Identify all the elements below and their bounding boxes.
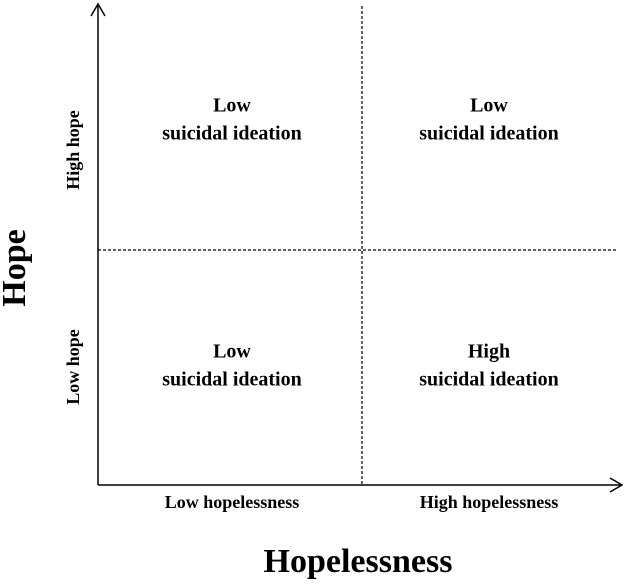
y-arrow xyxy=(90,2,106,17)
quadrant-text: suicidal ideation xyxy=(419,369,558,391)
quadrant-text: suicidal ideation xyxy=(162,123,301,145)
quadrant-text: Low xyxy=(213,95,251,117)
y-axis-label: Hope xyxy=(0,229,33,306)
y-category: High hope xyxy=(63,110,83,190)
quadrant-text: suicidal ideation xyxy=(419,123,558,145)
quadrant-text: Low xyxy=(470,95,508,117)
y-category: Low hope xyxy=(63,329,83,405)
quadrant-text: High xyxy=(468,341,510,363)
quadrant-text: Low xyxy=(213,341,251,363)
x-category: High hopelessness xyxy=(420,492,559,512)
x-arrow xyxy=(609,477,624,493)
x-axis-label: Hopelessness xyxy=(264,543,453,580)
quadrant-text: suicidal ideation xyxy=(162,369,301,391)
x-category: Low hopelessness xyxy=(165,492,300,512)
